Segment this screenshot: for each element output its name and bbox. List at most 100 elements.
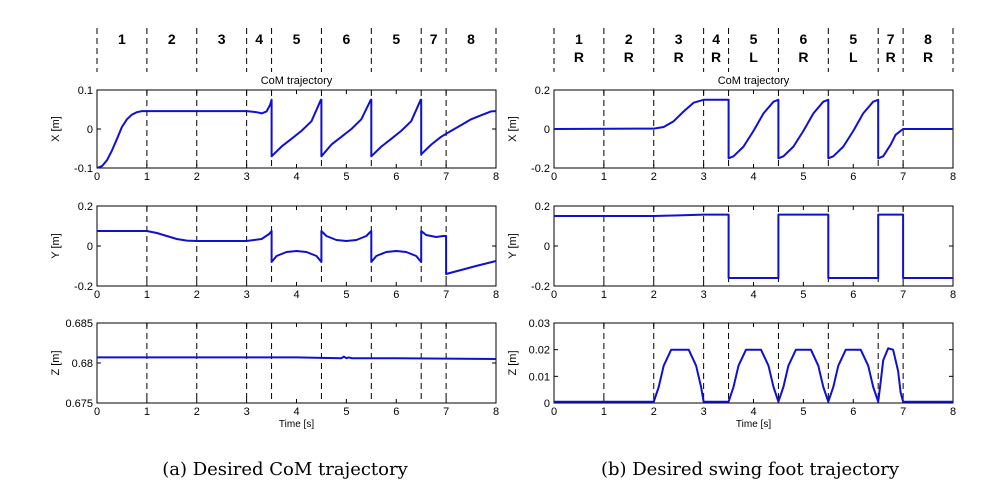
phase-side-label: L	[749, 49, 758, 65]
x-tick-label: 3	[244, 171, 250, 183]
x-tick-label: 7	[443, 406, 449, 418]
x-tick-label: 4	[293, 406, 299, 418]
phase-label: 6	[342, 31, 350, 47]
phase-label: 7	[430, 31, 438, 47]
axes-frame	[96, 205, 497, 287]
y-tick-label: 0.2	[535, 85, 550, 97]
phase-label: 3	[218, 31, 226, 47]
phase-label: 1	[118, 31, 126, 47]
y-tick-label: 0	[544, 241, 550, 253]
y-tick-label: 0.01	[529, 371, 550, 383]
x-tick-label: 0	[551, 171, 557, 183]
y-tick-label: 0.1	[78, 85, 93, 97]
series-line	[96, 98, 497, 169]
x-tick-label: 1	[144, 171, 150, 183]
x-tick-label: 8	[950, 171, 956, 183]
y-tick-label: 0	[544, 124, 550, 136]
x-tick-label: 6	[393, 289, 399, 301]
phase-label: 5	[392, 31, 400, 47]
series-line	[97, 230, 497, 275]
x-tick-label: 1	[601, 171, 607, 183]
x-tick-label: 0	[551, 289, 557, 301]
x-tick-label: 6	[850, 171, 856, 183]
x-tick-label: 6	[393, 406, 399, 418]
axes-frame	[553, 205, 954, 287]
phase-label: 6	[799, 31, 807, 47]
x-tick-label: 6	[850, 406, 856, 418]
x-tick-label: 5	[800, 289, 806, 301]
panel-a-3: 0 1 2 3 4 5 6 7 8 0.675 0.68 0.685 Z [m] Time [s]	[50, 318, 499, 430]
y-tick-label: 0	[87, 241, 93, 253]
x-tick-label: 4	[293, 289, 299, 301]
series-line	[554, 213, 953, 279]
y-tick-label: -0.1	[74, 163, 93, 175]
y-tick-label: 0	[544, 398, 550, 410]
y-axis-label: Y [m]	[507, 233, 519, 258]
y-axis-label: X [m]	[507, 116, 519, 142]
x-tick-label: 7	[900, 289, 906, 301]
x-tick-label: 0	[94, 289, 100, 301]
x-tick-label: 3	[701, 289, 707, 301]
x-tick-label: 7	[900, 171, 906, 183]
phase-side-label: R	[923, 49, 933, 65]
x-tick-label: 0	[94, 171, 100, 183]
x-tick-label: 2	[194, 289, 200, 301]
phase-side-label: R	[798, 49, 808, 65]
phase-side-label: R	[574, 49, 584, 65]
phase-label: 5	[849, 31, 857, 47]
x-tick-label: 4	[750, 406, 756, 418]
x-tick-label: 5	[800, 171, 806, 183]
phase-side-label: R	[674, 49, 684, 65]
x-tick-label: 2	[194, 171, 200, 183]
x-tick-label: 3	[701, 171, 707, 183]
phase-label: 4	[712, 31, 720, 47]
y-tick-label: 0.03	[529, 318, 550, 330]
phase-side-label: R	[711, 49, 721, 65]
x-tick-label: 1	[601, 289, 607, 301]
phase-label: 5	[293, 31, 301, 47]
y-tick-label: 0	[87, 124, 93, 136]
phase-label: 2	[168, 31, 176, 47]
x-tick-label: 3	[244, 406, 250, 418]
x-tick-label: 1	[144, 406, 150, 418]
series-line	[553, 98, 953, 160]
y-axis-label: Z [m]	[507, 350, 519, 375]
y-tick-label: -0.2	[74, 281, 93, 293]
y-tick-label: 0.2	[535, 201, 550, 213]
x-tick-label: 8	[493, 406, 499, 418]
x-tick-label: 3	[244, 289, 250, 301]
panel-b-2: 0 1 2 3 4 5 6 7 8-0.200.2Y [m]	[507, 201, 956, 301]
phase-label: 8	[467, 31, 475, 47]
y-tick-label: 0.685	[65, 318, 93, 330]
x-tick-label: 1	[601, 406, 607, 418]
caption-a: (a) Desired CoM trajectory	[162, 459, 408, 480]
caption-b: (b) Desired swing foot trajectory	[600, 459, 900, 480]
phase-side-label: R	[886, 49, 896, 65]
x-tick-label: 5	[343, 171, 349, 183]
phase-label: 4	[255, 31, 263, 47]
x-tick-label: 5	[800, 406, 806, 418]
y-axis-label: Y [m]	[50, 233, 62, 258]
y-tick-label: 0.675	[65, 398, 93, 410]
panel-b-1: 0 1 2 3 4 5 6 7 8-0.200.2X [m]CoM trajectory1R2R…	[507, 28, 956, 183]
phase-label: 1	[575, 31, 583, 47]
axes-frame	[96, 89, 497, 169]
x-axis-label: Time [s]	[279, 419, 314, 430]
x-tick-label: 2	[651, 406, 657, 418]
x-tick-label: 0	[94, 406, 100, 418]
x-tick-label: 2	[651, 171, 657, 183]
x-tick-label: 4	[750, 289, 756, 301]
axes-frame	[96, 322, 497, 404]
x-tick-label: 8	[950, 289, 956, 301]
x-tick-label: 3	[701, 406, 707, 418]
x-tick-label: 0	[551, 406, 557, 418]
phase-label: 2	[625, 31, 633, 47]
x-axis-label: Time [s]	[736, 419, 771, 430]
axes-frame	[553, 322, 954, 404]
chart-title: CoM trajectory	[718, 75, 790, 87]
x-tick-label: 8	[493, 171, 499, 183]
x-tick-label: 7	[443, 289, 449, 301]
